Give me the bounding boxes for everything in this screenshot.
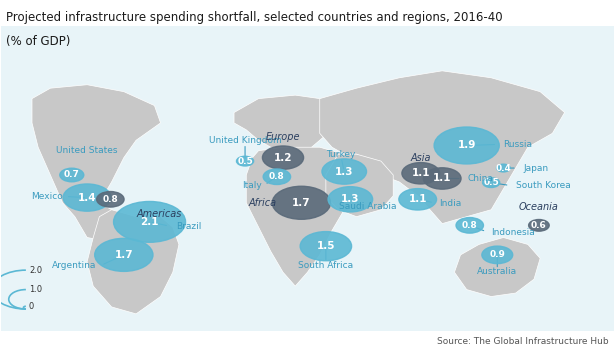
Text: 1.9: 1.9 (458, 140, 476, 150)
Circle shape (423, 168, 461, 189)
Text: South Africa: South Africa (298, 261, 354, 271)
Text: 1.7: 1.7 (114, 250, 133, 260)
Text: 1.7: 1.7 (292, 198, 311, 208)
Text: 1.1: 1.1 (408, 194, 427, 204)
Circle shape (482, 246, 513, 264)
Text: Japan: Japan (523, 163, 548, 173)
Text: Americas: Americas (136, 209, 181, 219)
Circle shape (434, 127, 499, 164)
Text: 1.3: 1.3 (341, 194, 360, 204)
Polygon shape (326, 154, 393, 217)
Polygon shape (32, 85, 161, 244)
Text: Projected infrastructure spending shortfall, selected countries and regions, 201: Projected infrastructure spending shortf… (6, 10, 503, 23)
Circle shape (263, 169, 291, 184)
Text: Asia: Asia (410, 153, 431, 163)
Text: 0.4: 0.4 (496, 163, 511, 173)
Circle shape (60, 168, 84, 182)
Text: China: China (468, 174, 494, 183)
Circle shape (402, 162, 440, 184)
Text: 2.1: 2.1 (140, 217, 159, 227)
Text: 0.5: 0.5 (237, 156, 253, 166)
Text: South Korea: South Korea (515, 181, 570, 190)
Text: 0.5: 0.5 (483, 178, 499, 187)
Text: Saudi Arabia: Saudi Arabia (339, 202, 396, 211)
Text: 1.1: 1.1 (411, 168, 430, 178)
Text: Source: The Global Infrastructure Hub: Source: The Global Infrastructure Hub (437, 337, 609, 346)
Text: Africa: Africa (248, 198, 277, 208)
Polygon shape (454, 238, 540, 296)
Circle shape (272, 186, 330, 219)
Polygon shape (246, 147, 357, 286)
Text: Oceania: Oceania (519, 202, 559, 212)
Text: 0.6: 0.6 (531, 221, 547, 230)
Circle shape (237, 156, 253, 166)
Text: 0: 0 (29, 302, 34, 311)
Circle shape (263, 146, 304, 169)
Text: Brazil: Brazil (176, 222, 201, 231)
Circle shape (300, 232, 352, 261)
Text: 1.2: 1.2 (274, 153, 292, 163)
Circle shape (496, 164, 510, 172)
Text: 0.8: 0.8 (103, 195, 118, 204)
Circle shape (456, 218, 483, 233)
Text: 1.3: 1.3 (335, 167, 354, 176)
Polygon shape (320, 71, 565, 224)
Text: Europe: Europe (266, 132, 300, 142)
Text: Australia: Australia (477, 267, 517, 276)
Text: United Kingdom: United Kingdom (208, 136, 282, 145)
Circle shape (328, 187, 373, 212)
Text: 0.9: 0.9 (490, 250, 506, 259)
Text: India: India (439, 199, 461, 208)
Polygon shape (87, 210, 179, 314)
Text: 1.1: 1.1 (433, 174, 451, 183)
Text: United States: United States (57, 146, 118, 155)
Text: 0.7: 0.7 (64, 170, 80, 180)
Text: Indonesia: Indonesia (491, 228, 535, 237)
Circle shape (97, 191, 124, 207)
Circle shape (63, 184, 111, 211)
Polygon shape (234, 95, 338, 151)
Text: 1.5: 1.5 (317, 241, 335, 251)
Text: 2.0: 2.0 (29, 266, 42, 275)
Circle shape (399, 189, 437, 210)
FancyBboxPatch shape (1, 26, 614, 331)
Circle shape (483, 178, 500, 188)
Text: Mexico: Mexico (31, 192, 63, 201)
Text: 1.0: 1.0 (29, 285, 42, 294)
Text: Turkey: Turkey (327, 150, 356, 159)
Text: Russia: Russia (504, 140, 533, 149)
Text: Argentina: Argentina (52, 261, 97, 271)
Text: (% of GDP): (% of GDP) (6, 35, 71, 48)
Circle shape (95, 238, 153, 271)
Circle shape (322, 159, 367, 184)
Circle shape (114, 202, 186, 242)
Text: 1.4: 1.4 (77, 193, 97, 203)
Text: Italy: Italy (242, 181, 261, 190)
Circle shape (529, 219, 549, 231)
Text: 0.8: 0.8 (269, 172, 285, 181)
Text: 0.8: 0.8 (462, 221, 478, 230)
